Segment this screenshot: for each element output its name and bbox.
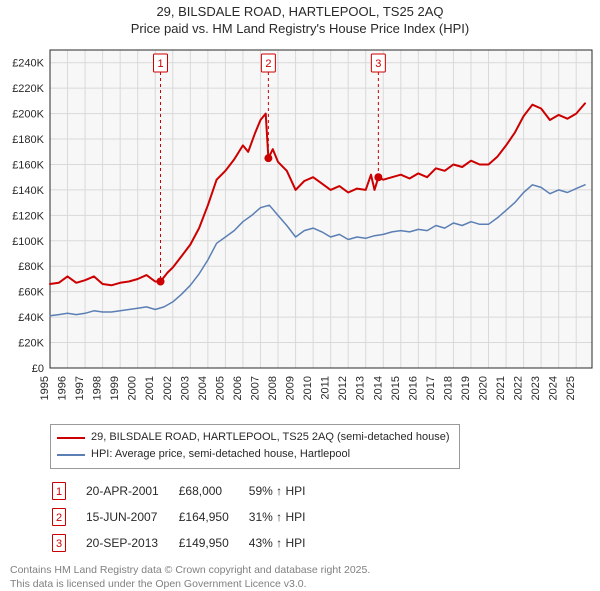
svg-text:2005: 2005: [214, 376, 226, 400]
svg-text:2011: 2011: [320, 376, 332, 400]
svg-text:3: 3: [375, 58, 381, 70]
svg-text:2022: 2022: [513, 376, 525, 400]
sale-price: £68,000: [179, 479, 247, 503]
svg-text:2003: 2003: [179, 376, 191, 400]
svg-text:1999: 1999: [109, 376, 121, 400]
sale-vs-hpi: 59% ↑ HPI: [249, 479, 324, 503]
svg-text:2013: 2013: [355, 376, 367, 400]
svg-text:1996: 1996: [57, 376, 69, 400]
sale-vs-hpi: 31% ↑ HPI: [249, 505, 324, 529]
title-line-1: 29, BILSDALE ROAD, HARTLEPOOL, TS25 2AQ: [0, 4, 600, 21]
legend-label: HPI: Average price, semi-detached house,…: [91, 446, 350, 464]
sale-marker-icon: 1: [52, 482, 66, 500]
sale-date: 20-APR-2001: [86, 479, 177, 503]
svg-text:£240K: £240K: [12, 58, 44, 70]
legend: 29, BILSDALE ROAD, HARTLEPOOL, TS25 2AQ …: [50, 424, 460, 469]
svg-text:2010: 2010: [302, 376, 314, 400]
title-line-2: Price paid vs. HM Land Registry's House …: [0, 21, 600, 38]
svg-text:1997: 1997: [74, 376, 86, 400]
svg-text:2014: 2014: [372, 376, 384, 400]
legend-swatch: [57, 454, 85, 456]
svg-text:2008: 2008: [267, 376, 279, 400]
legend-swatch: [57, 437, 85, 439]
sales-table: 1 20-APR-2001£68,00059% ↑ HPI 2 15-JUN-2007…: [50, 477, 325, 557]
svg-text:1: 1: [157, 58, 163, 70]
svg-text:£80K: £80K: [18, 261, 44, 273]
sales-row: 2 15-JUN-2007£164,95031% ↑ HPI: [52, 505, 323, 529]
svg-text:2016: 2016: [407, 376, 419, 400]
svg-text:2001: 2001: [144, 376, 156, 400]
svg-text:2009: 2009: [285, 376, 297, 400]
svg-text:2004: 2004: [197, 376, 209, 400]
svg-text:£20K: £20K: [18, 337, 44, 349]
svg-text:2020: 2020: [478, 376, 490, 400]
svg-text:2025: 2025: [565, 376, 577, 400]
svg-text:2012: 2012: [337, 376, 349, 400]
sale-vs-hpi: 43% ↑ HPI: [249, 531, 324, 555]
svg-text:£100K: £100K: [12, 236, 44, 248]
sale-date: 20-SEP-2013: [86, 531, 177, 555]
footer-line-1: Contains HM Land Registry data © Crown c…: [10, 563, 600, 577]
attribution-footer: Contains HM Land Registry data © Crown c…: [10, 563, 600, 591]
svg-text:2: 2: [265, 58, 271, 70]
sale-price: £164,950: [179, 505, 247, 529]
svg-text:2000: 2000: [127, 376, 139, 400]
svg-text:£120K: £120K: [12, 210, 44, 222]
svg-text:£220K: £220K: [12, 83, 44, 95]
svg-text:2007: 2007: [249, 376, 261, 400]
chart-title: 29, BILSDALE ROAD, HARTLEPOOL, TS25 2AQ …: [0, 0, 600, 38]
svg-text:2019: 2019: [460, 376, 472, 400]
svg-text:£140K: £140K: [12, 185, 44, 197]
sales-row: 3 20-SEP-2013£149,95043% ↑ HPI: [52, 531, 323, 555]
svg-text:2006: 2006: [232, 376, 244, 400]
svg-text:2023: 2023: [530, 376, 542, 400]
svg-text:2017: 2017: [425, 376, 437, 400]
svg-text:£160K: £160K: [12, 159, 44, 171]
legend-item: 29, BILSDALE ROAD, HARTLEPOOL, TS25 2AQ …: [57, 429, 449, 447]
svg-text:1995: 1995: [39, 376, 51, 400]
sale-marker-icon: 2: [52, 508, 66, 526]
line-chart: £0 £20K £40K £60K £80K £100K £120K £140K £160K £1…: [0, 38, 600, 418]
svg-text:£200K: £200K: [12, 108, 44, 120]
svg-text:£180K: £180K: [12, 134, 44, 146]
svg-text:2002: 2002: [162, 376, 174, 400]
legend-item: HPI: Average price, semi-detached house,…: [57, 446, 449, 464]
svg-text:2015: 2015: [390, 376, 402, 400]
svg-text:2018: 2018: [442, 376, 454, 400]
svg-text:£60K: £60K: [18, 286, 44, 298]
sale-price: £149,950: [179, 531, 247, 555]
svg-text:2024: 2024: [548, 376, 560, 400]
chart-area: £0 £20K £40K £60K £80K £100K £120K £140K £160K £1…: [0, 38, 600, 418]
svg-text:1998: 1998: [92, 376, 104, 400]
svg-text:£0: £0: [32, 363, 44, 375]
sale-marker-icon: 3: [52, 534, 66, 552]
sale-date: 15-JUN-2007: [86, 505, 177, 529]
footer-line-2: This data is licensed under the Open Gov…: [10, 577, 600, 591]
svg-text:£40K: £40K: [18, 312, 44, 324]
sales-row: 1 20-APR-2001£68,00059% ↑ HPI: [52, 479, 323, 503]
svg-text:2021: 2021: [495, 376, 507, 400]
legend-label: 29, BILSDALE ROAD, HARTLEPOOL, TS25 2AQ …: [91, 429, 449, 447]
